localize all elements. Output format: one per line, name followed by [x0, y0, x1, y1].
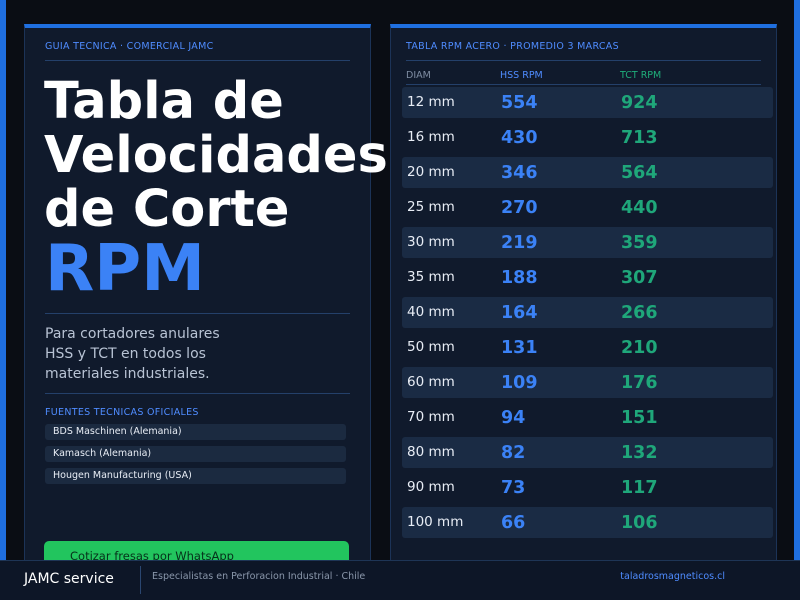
- hss-rpm-cell: 164: [501, 303, 538, 323]
- page-title: Tabla de Velocidades de Corte: [44, 75, 404, 237]
- table-row: 90 mm 73 117: [402, 472, 773, 503]
- diameter-cell: 25 mm: [407, 199, 455, 215]
- diameter-cell: 100 mm: [407, 514, 464, 530]
- diameter-cell: 80 mm: [407, 444, 455, 460]
- table-eyebrow: TABLA RPM ACERO · PROMEDIO 3 MARCAS: [406, 41, 619, 52]
- hss-rpm-cell: 270: [501, 198, 538, 218]
- tct-rpm-cell: 151: [621, 408, 658, 428]
- tct-rpm-cell: 106: [621, 513, 658, 533]
- hss-rpm-cell: 109: [501, 373, 538, 393]
- footer: JAMC service Especialistas en Perforacio…: [0, 560, 800, 600]
- description-line: materiales industriales.: [45, 366, 210, 382]
- title-line: Velocidades: [44, 126, 388, 185]
- tct-rpm-cell: 564: [621, 163, 658, 183]
- diameter-cell: 40 mm: [407, 304, 455, 320]
- website-link[interactable]: taladrosmagneticos.cl: [620, 571, 725, 582]
- tct-rpm-cell: 117: [621, 478, 658, 498]
- diameter-cell: 16 mm: [407, 129, 455, 145]
- tct-rpm-cell: 132: [621, 443, 658, 463]
- hss-rpm-cell: 188: [501, 268, 538, 288]
- table-row: 30 mm 219 359: [402, 227, 773, 258]
- table-row: 16 mm 430 713: [402, 122, 773, 153]
- diameter-cell: 20 mm: [407, 164, 455, 180]
- divider: [406, 60, 761, 61]
- tct-rpm-cell: 713: [621, 128, 658, 148]
- divider: [45, 313, 350, 314]
- title-line: Tabla de: [44, 72, 284, 131]
- source-item: Kamasch (Alemania): [45, 446, 346, 462]
- hss-rpm-cell: 82: [501, 443, 526, 463]
- footer-divider: [140, 566, 141, 594]
- column-header-tct: TCT RPM: [620, 70, 662, 81]
- table-row: 12 mm 554 924: [402, 87, 773, 118]
- right-edge-accent: [794, 0, 800, 560]
- table-row: 70 mm 94 151: [402, 402, 773, 433]
- diameter-cell: 30 mm: [407, 234, 455, 250]
- tct-rpm-cell: 307: [621, 268, 658, 288]
- hss-rpm-cell: 66: [501, 513, 526, 533]
- diameter-cell: 35 mm: [407, 269, 455, 285]
- hss-rpm-cell: 430: [501, 128, 538, 148]
- hss-rpm-cell: 346: [501, 163, 538, 183]
- description-line: Para cortadores anulares: [45, 326, 220, 342]
- table-row: 100 mm 66 106: [402, 507, 773, 538]
- diameter-cell: 12 mm: [407, 94, 455, 110]
- header-divider: [406, 84, 761, 85]
- table-row: 80 mm 82 132: [402, 437, 773, 468]
- table-row: 25 mm 270 440: [402, 192, 773, 223]
- column-header-hss: HSS RPM: [500, 70, 543, 81]
- column-header-diam: DIAM: [406, 70, 431, 81]
- tct-rpm-cell: 266: [621, 303, 658, 323]
- table-row: 35 mm 188 307: [402, 262, 773, 293]
- title-line: de Corte: [44, 180, 290, 239]
- rpm-table-body: 12 mm 554 924 16 mm 430 713 20 mm 346 564 25 mm 27…: [402, 87, 773, 542]
- divider: [45, 393, 350, 394]
- tct-rpm-cell: 440: [621, 198, 658, 218]
- tct-rpm-cell: 359: [621, 233, 658, 253]
- sources-list: BDS Maschinen (Alemania) Kamasch (Aleman…: [45, 424, 346, 490]
- intro-eyebrow: GUIA TECNICA · COMERCIAL JAMC: [45, 41, 214, 52]
- brand-name: JAMC service: [24, 571, 114, 587]
- title-accent: RPM: [45, 232, 205, 306]
- hss-rpm-cell: 219: [501, 233, 538, 253]
- hss-rpm-cell: 554: [501, 93, 538, 113]
- table-row: 60 mm 109 176: [402, 367, 773, 398]
- diameter-cell: 50 mm: [407, 339, 455, 355]
- rpm-table-panel: TABLA RPM ACERO · PROMEDIO 3 MARCAS DIAM…: [390, 24, 777, 560]
- diameter-cell: 70 mm: [407, 409, 455, 425]
- hss-rpm-cell: 94: [501, 408, 526, 428]
- divider: [45, 60, 350, 61]
- footer-tagline: Especialistas en Perforacion Industrial …: [152, 571, 366, 582]
- tct-rpm-cell: 210: [621, 338, 658, 358]
- diameter-cell: 90 mm: [407, 479, 455, 495]
- table-row: 40 mm 164 266: [402, 297, 773, 328]
- tct-rpm-cell: 176: [621, 373, 658, 393]
- table-row: 50 mm 131 210: [402, 332, 773, 363]
- hss-rpm-cell: 73: [501, 478, 526, 498]
- diameter-cell: 60 mm: [407, 374, 455, 390]
- hss-rpm-cell: 131: [501, 338, 538, 358]
- intro-panel: GUIA TECNICA · COMERCIAL JAMC Tabla de V…: [24, 24, 388, 571]
- sources-heading: FUENTES TECNICAS OFICIALES: [45, 407, 199, 418]
- description: Para cortadores anulares HSS y TCT en to…: [45, 324, 345, 384]
- tct-rpm-cell: 924: [621, 93, 658, 113]
- source-item: BDS Maschinen (Alemania): [45, 424, 346, 440]
- left-edge-accent: [0, 0, 6, 560]
- table-row: 20 mm 346 564: [402, 157, 773, 188]
- source-item: Hougen Manufacturing (USA): [45, 468, 346, 484]
- description-line: HSS y TCT en todos los: [45, 346, 206, 362]
